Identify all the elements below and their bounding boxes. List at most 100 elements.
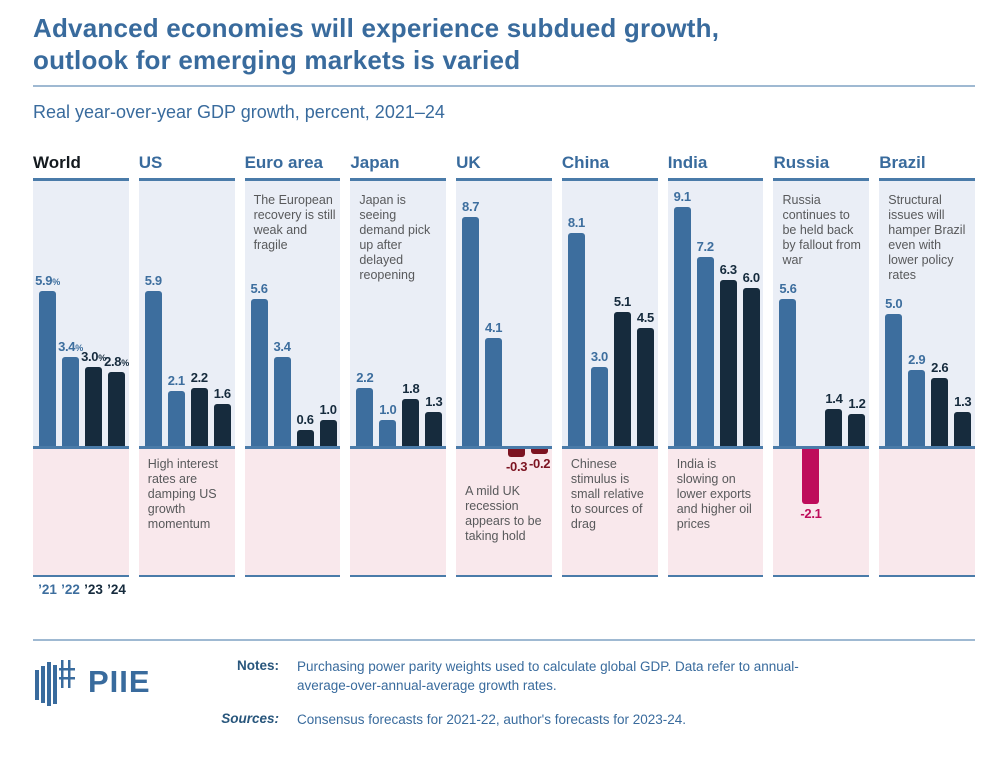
negative-region bbox=[667, 449, 764, 576]
panel-header-india: India bbox=[667, 153, 764, 182]
zero-axis-line bbox=[244, 446, 341, 450]
x-axis-label-23: ’23 bbox=[84, 582, 103, 598]
panel-annotation-china: Chinese stimulus is small relative to so… bbox=[570, 457, 644, 532]
zero-axis-line bbox=[561, 446, 658, 450]
bar-uk-2021 bbox=[462, 217, 480, 447]
bar-brazil-2022 bbox=[908, 370, 926, 447]
bar-russia-2024 bbox=[848, 414, 866, 447]
bar-value-label: 1.0 bbox=[379, 402, 397, 418]
panel-body-brazil: 5.0 2.9 2.6 1.3 Structural issues will hampe… bbox=[879, 181, 976, 578]
panel-annotation-euro-area: The European recovery is still weak and … bbox=[253, 193, 336, 253]
bar-value-label: 2.2 bbox=[356, 370, 374, 386]
bar-india-2024 bbox=[742, 288, 760, 447]
panel-annotation-uk: A mild UK recession appears to be taking… bbox=[465, 484, 542, 544]
panel-japan: Japan 2.2 1.0 1.8 1.3 Japan is seeing demand … bbox=[350, 153, 447, 603]
footer: PIIE Notes: Purchasing power parity weig… bbox=[33, 639, 975, 729]
panel-annotation-japan: Japan is seeing demand pick up after del… bbox=[359, 193, 431, 283]
piie-building-icon bbox=[35, 660, 75, 707]
bar-value-label: 3.4% bbox=[58, 339, 83, 355]
bar-value-label: 1.2 bbox=[848, 396, 866, 412]
bar-value-label: 9.1 bbox=[673, 189, 691, 205]
bar-japan-2024 bbox=[425, 412, 443, 447]
bar-value-label: 8.7 bbox=[462, 199, 480, 215]
zero-axis-line bbox=[33, 446, 129, 450]
panel-header-japan: Japan bbox=[350, 153, 447, 182]
negative-region bbox=[244, 449, 341, 576]
bar-euro-area-2024 bbox=[319, 420, 337, 447]
panel-india: India 9.1 7.2 6.3 6.0 India is slowing on low… bbox=[667, 153, 764, 603]
bar-world-2023 bbox=[85, 367, 102, 447]
bar-value-label: -0.2 bbox=[529, 456, 551, 472]
panel-china: China 8.1 3.0 5.1 4.5 Chinese stimulus is sma… bbox=[561, 153, 658, 603]
bar-value-label: 2.1 bbox=[167, 373, 185, 389]
panel-annotation-us: High interest rates are damping US growt… bbox=[147, 457, 218, 532]
bar-value-label: 2.8% bbox=[104, 354, 129, 370]
negative-region bbox=[33, 449, 129, 576]
page-title: Advanced economies will experience subdu… bbox=[33, 13, 720, 75]
panel-annotation-russia: Russia continues to be held back by fall… bbox=[782, 193, 861, 268]
zero-axis-line bbox=[350, 446, 447, 450]
bar-value-label: 0.6 bbox=[296, 412, 314, 428]
panel-header-russia: Russia bbox=[773, 153, 870, 182]
panel-world: World 5.9% 3.4% 3.0% 2.8% ’21’22’23’24 bbox=[33, 153, 129, 603]
panel-body-china: 8.1 3.0 5.1 4.5 Chinese stimulus is small re… bbox=[561, 181, 658, 578]
panel-header-euro-area: Euro area bbox=[244, 153, 341, 182]
bar-us-2021 bbox=[144, 291, 162, 447]
zero-axis-line bbox=[456, 446, 552, 450]
panel-body-japan: 2.2 1.0 1.8 1.3 Japan is seeing demand pick … bbox=[350, 181, 447, 578]
bar-value-label: 4.1 bbox=[485, 320, 503, 336]
bar-euro-area-2022 bbox=[273, 357, 291, 447]
bar-value-label: -2.1 bbox=[800, 506, 822, 522]
notes-text: Purchasing power parity weights used to … bbox=[297, 659, 799, 694]
zero-axis-line bbox=[667, 446, 764, 450]
panel-body-euro-area: 5.6 3.4 0.6 1.0 The European recovery is sti… bbox=[244, 181, 341, 578]
panel-bottom-line bbox=[561, 575, 658, 578]
bar-value-label: 1.3 bbox=[954, 394, 972, 410]
bar-china-2021 bbox=[567, 233, 585, 447]
bar-value-label: 1.3 bbox=[425, 394, 443, 410]
negative-region bbox=[561, 449, 658, 576]
percent-sign: % bbox=[98, 353, 106, 364]
panel-header-world: World bbox=[33, 153, 129, 182]
panel-body-india: 9.1 7.2 6.3 6.0 India is slowing on lower ex… bbox=[667, 181, 764, 578]
bar-russia-2023 bbox=[825, 409, 843, 447]
percent-sign: % bbox=[52, 277, 60, 288]
bar-china-2024 bbox=[636, 328, 654, 447]
panel-bottom-line bbox=[138, 575, 235, 578]
panel-body-uk: 8.7 4.1 -0.3 -0.2 A mild UK recession appear… bbox=[456, 181, 552, 578]
bar-russia-2021 bbox=[779, 299, 797, 447]
panel-euro-area: Euro area 5.6 3.4 0.6 1.0 The European recove… bbox=[244, 153, 341, 603]
panel-header-brazil: Brazil bbox=[879, 153, 976, 182]
panel-annotation-brazil: Structural issues will hamper Brazil eve… bbox=[888, 193, 966, 283]
bar-value-label: 1.8 bbox=[402, 381, 420, 397]
bar-value-label: 7.2 bbox=[696, 239, 714, 255]
bar-world-2024 bbox=[108, 372, 125, 447]
negative-region bbox=[350, 449, 447, 576]
bar-uk-2023 bbox=[508, 449, 526, 458]
panel-bottom-line bbox=[773, 575, 870, 578]
panel-body-world: 5.9% 3.4% 3.0% 2.8% bbox=[33, 181, 129, 578]
bar-value-label: 6.3 bbox=[719, 262, 737, 278]
panel-header-uk: UK bbox=[456, 153, 552, 182]
bar-world-2022 bbox=[62, 357, 79, 447]
bar-brazil-2021 bbox=[885, 314, 903, 447]
bar-india-2023 bbox=[719, 280, 737, 447]
x-axis-label-21: ’21 bbox=[38, 582, 57, 598]
bar-euro-area-2021 bbox=[250, 299, 268, 447]
panel-bottom-line bbox=[244, 575, 341, 578]
bar-value-label: 3.4 bbox=[273, 339, 291, 355]
bar-us-2023 bbox=[190, 388, 208, 447]
panel-us: US 5.9 2.1 2.2 1.6 High interest rates are da… bbox=[138, 153, 235, 603]
bar-value-label: 3.0 bbox=[590, 349, 608, 365]
panel-annotation-india: India is slowing on lower exports and hi… bbox=[676, 457, 752, 532]
bar-japan-2021 bbox=[356, 388, 374, 447]
title-divider bbox=[33, 85, 975, 88]
bar-japan-2022 bbox=[379, 420, 397, 447]
x-axis-label-24: ’24 bbox=[107, 582, 126, 598]
sources-label: Sources: bbox=[221, 710, 279, 726]
x-axis-labels: ’21’22’23’24 bbox=[33, 577, 129, 603]
bar-us-2024 bbox=[213, 404, 231, 447]
panel-russia: Russia 5.6 -2.1 1.4 1.2 Russia continues to b… bbox=[773, 153, 870, 603]
bar-value-label: 5.6 bbox=[250, 281, 268, 297]
percent-sign: % bbox=[75, 343, 83, 354]
